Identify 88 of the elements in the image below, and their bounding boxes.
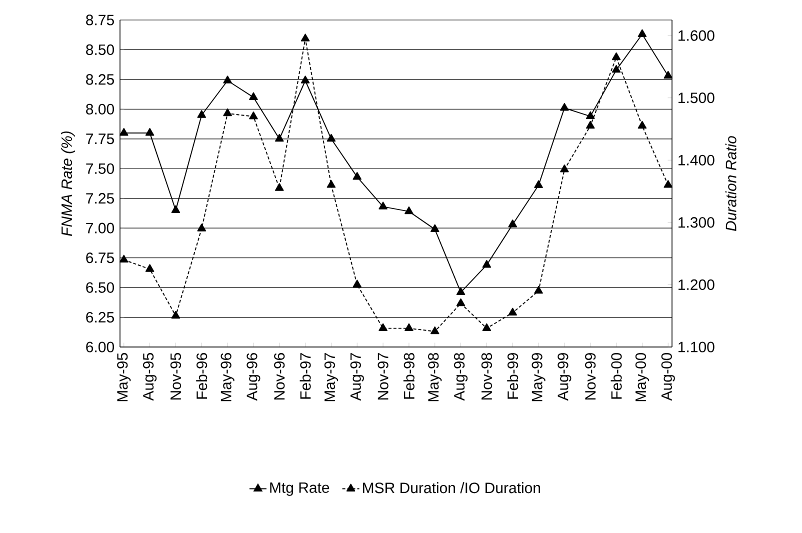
y-tick-label: 6.50 — [86, 282, 114, 293]
point — [586, 111, 595, 120]
x-tick-label: May-98 — [428, 353, 442, 402]
x-tick-label: Nov-98 — [481, 353, 492, 400]
point — [404, 206, 414, 214]
y-tick-label: 7.50 — [86, 163, 114, 174]
x-tick-label: Aug-95 — [143, 353, 157, 401]
y-tick-label: 6.75 — [86, 252, 114, 264]
y2-tick-label: 1.200 — [678, 279, 714, 290]
x-tick-label: Feb-96 — [196, 353, 208, 399]
x-tick-label: May-97 — [324, 353, 338, 402]
x-tick-label: Aug-98 — [454, 353, 468, 401]
point — [326, 180, 336, 188]
point — [612, 52, 621, 60]
x-tick-label: Nov-97 — [378, 353, 388, 400]
point — [197, 110, 206, 118]
point — [145, 264, 154, 272]
point — [560, 103, 569, 111]
point — [482, 323, 492, 332]
point — [275, 183, 284, 191]
point — [197, 224, 206, 232]
x-tick-label: Nov-96 — [274, 353, 285, 400]
point — [638, 120, 647, 129]
point — [508, 220, 518, 228]
point — [120, 254, 128, 263]
y-tick-label: 6.25 — [86, 312, 114, 323]
x-tick-label: Aug-97 — [350, 353, 364, 401]
x-tick-label: May-00 — [635, 352, 649, 402]
point — [456, 287, 466, 296]
point — [586, 120, 595, 129]
point — [300, 76, 310, 84]
x-tick-label: May-96 — [220, 353, 234, 402]
point — [430, 326, 440, 334]
y-tick-label: 8.50 — [86, 44, 114, 56]
point — [378, 323, 388, 332]
x-tick-label: Feb-98 — [403, 353, 414, 399]
point — [534, 180, 543, 188]
y-tick-label: 7.25 — [86, 193, 114, 204]
point — [145, 128, 154, 136]
y2-tick-label: 1.400 — [678, 154, 714, 166]
point — [223, 108, 232, 116]
y-tick-label: 7.00 — [86, 222, 114, 234]
y-tick-label: 8.00 — [86, 104, 114, 114]
point — [171, 205, 180, 213]
point — [638, 29, 647, 38]
x-tick-label: Nov-95 — [170, 353, 182, 400]
y2-tick-label: 1.600 — [678, 30, 714, 41]
point — [275, 134, 284, 142]
point — [249, 92, 258, 100]
point — [352, 280, 362, 288]
x-tick-label: May-99 — [532, 353, 546, 402]
x-tick-label: Aug-96 — [246, 353, 260, 401]
legend-label: MSR Duration /IO Duration — [363, 482, 540, 494]
y-axis-title: FNMA Rate (%) — [61, 131, 76, 236]
point — [560, 164, 569, 172]
point — [482, 260, 492, 268]
legend-label: Mtg Rate — [270, 482, 330, 496]
y-tick-label: 8.25 — [86, 74, 114, 85]
y-tick-label: 7.75 — [86, 134, 114, 144]
x-tick-label: Feb-99 — [507, 353, 518, 399]
point — [430, 224, 440, 232]
point — [456, 298, 466, 306]
point — [326, 134, 336, 142]
x-tick-label: May-95 — [117, 353, 131, 402]
point — [534, 286, 543, 294]
point — [508, 308, 518, 316]
point — [664, 180, 672, 188]
y2-tick-label: 1.100 — [678, 342, 714, 352]
y-tick-label: 6.00 — [86, 342, 114, 352]
point — [223, 76, 232, 84]
point — [352, 172, 362, 180]
point — [612, 64, 621, 73]
x-tick-label: Feb-00 — [610, 352, 622, 399]
y2-tick-label: 1.500 — [678, 92, 714, 104]
y2-tick-label: 1.300 — [678, 217, 714, 228]
y-tick-label: 8.75 — [86, 14, 114, 26]
y2-axis-title: Duration Ratio — [725, 136, 736, 231]
point — [300, 34, 310, 42]
x-tick-label: Aug-00 — [661, 352, 675, 401]
point — [120, 128, 128, 136]
point — [404, 323, 414, 332]
x-tick-label: Aug-99 — [558, 353, 572, 401]
point — [249, 112, 258, 120]
point — [378, 202, 388, 210]
point — [664, 70, 672, 79]
x-tick-label: Feb-97 — [300, 353, 311, 399]
x-tick-label: Nov-99 — [585, 353, 596, 400]
point — [171, 310, 180, 319]
